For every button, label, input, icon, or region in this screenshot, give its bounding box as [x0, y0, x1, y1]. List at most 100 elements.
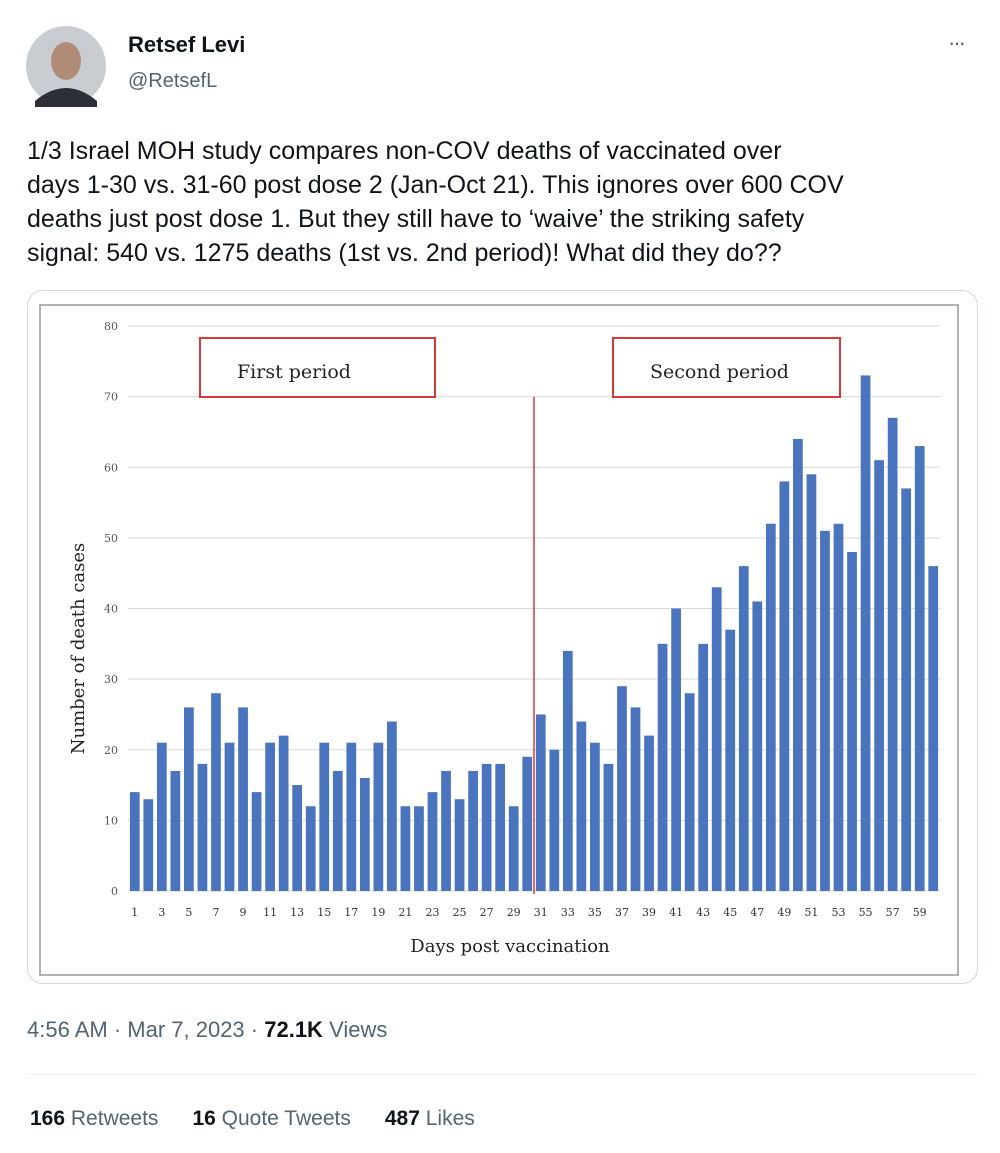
- x-tick-label: 7: [212, 906, 219, 919]
- x-tick-label: 1: [131, 906, 138, 919]
- y-tick-label: 10: [104, 814, 118, 827]
- bar: [765, 523, 776, 891]
- x-tick-label: 57: [886, 906, 900, 919]
- y-tick-label: 60: [104, 461, 118, 474]
- x-axis-label: Days post vaccination: [410, 936, 610, 957]
- bar: [468, 770, 478, 891]
- bar: [671, 608, 681, 891]
- y-tick-label: 50: [104, 532, 118, 545]
- timestamp[interactable]: 4:56 AM · Mar 7, 2023 ·: [27, 1017, 259, 1042]
- text-line: days 1-30 vs. 31-60 post dose 2 (Jan-Oct…: [27, 171, 844, 199]
- bar: [711, 587, 722, 891]
- bar: [657, 643, 668, 891]
- media-card[interactable]: [27, 290, 978, 984]
- bar: [332, 770, 343, 891]
- bar: [928, 566, 939, 891]
- text-line: 1/3 Israel MOH study compares non-COV de…: [27, 137, 782, 165]
- stat[interactable]: 487 Likes: [385, 1107, 475, 1131]
- bar: [630, 707, 641, 891]
- x-tick-label: 47: [750, 906, 764, 919]
- author-handle[interactable]: @RetsefL: [128, 70, 218, 92]
- bar: [278, 735, 289, 891]
- stat[interactable]: 166 Retweets: [30, 1107, 158, 1131]
- bar: [197, 763, 208, 891]
- x-tick-label: 49: [777, 906, 791, 919]
- bar: [603, 763, 614, 891]
- bar: [698, 643, 709, 891]
- stat-label: Retweets: [70, 1107, 159, 1130]
- bar: [481, 763, 492, 891]
- x-tick-label: 9: [240, 906, 247, 919]
- stat-label: Likes: [425, 1107, 475, 1130]
- bar: [143, 799, 154, 891]
- bar: [508, 806, 519, 891]
- author-name[interactable]: Retsef Levi: [128, 32, 246, 57]
- bar: [319, 742, 330, 891]
- bar: [644, 735, 654, 891]
- x-tick-label: 27: [480, 906, 494, 919]
- views-label: Views: [329, 1017, 388, 1042]
- bar: [874, 460, 884, 891]
- bar: [373, 742, 384, 891]
- x-tick-label: 23: [426, 906, 440, 919]
- x-tick-label: 3: [158, 906, 165, 919]
- bar: [833, 523, 844, 891]
- x-tick-label: 45: [723, 906, 737, 919]
- x-tick-label: 5: [185, 906, 192, 919]
- stat[interactable]: 16 Quote Tweets: [192, 1107, 350, 1131]
- bar: [265, 742, 275, 891]
- bar: [305, 806, 316, 891]
- bar: [738, 566, 749, 891]
- x-tick-label: 39: [642, 906, 656, 919]
- bar: [793, 439, 803, 891]
- annotation: Second period: [650, 361, 789, 383]
- bar: [752, 601, 763, 891]
- x-tick-label: 17: [344, 906, 358, 919]
- bar: [779, 481, 790, 891]
- bar: [224, 742, 235, 891]
- bar: [292, 785, 303, 891]
- annotation: First period: [237, 361, 351, 383]
- avatar[interactable]: [25, 25, 107, 107]
- text-line: signal: 540 vs. 1275 deaths (1st vs. 2nd…: [27, 239, 782, 267]
- separator: [27, 1074, 977, 1075]
- bar: [454, 799, 465, 891]
- tweet-text: 1/3 Israel MOH study compares non-COV de…: [27, 134, 844, 270]
- bar: [238, 707, 248, 891]
- bar: [887, 417, 898, 891]
- bar: [590, 742, 600, 891]
- bar: [251, 792, 262, 891]
- bar: [359, 778, 370, 891]
- y-tick-label: 0: [111, 885, 118, 898]
- bar: [427, 792, 438, 891]
- x-tick-label: 37: [615, 906, 629, 919]
- bar: [170, 770, 181, 891]
- stat-label: Quote Tweets: [221, 1107, 351, 1130]
- x-tick-label: 59: [913, 906, 927, 919]
- more-menu[interactable]: ···: [948, 30, 966, 55]
- bar: [820, 530, 830, 891]
- stats-row: 166 Retweets 16 Quote Tweets 487 Likes: [30, 1107, 475, 1131]
- bar: [860, 375, 871, 891]
- x-tick-label: 53: [832, 906, 846, 919]
- annotation-box: [199, 337, 436, 398]
- x-tick-label: 33: [561, 906, 575, 919]
- bar: [549, 749, 560, 891]
- bar: [346, 742, 357, 891]
- bar: [129, 792, 140, 891]
- bar: [617, 686, 627, 891]
- bar: [684, 693, 695, 891]
- x-tick-label: 51: [804, 906, 818, 919]
- bar: [914, 446, 925, 891]
- y-tick-label: 40: [104, 603, 118, 616]
- views-count: 72.1K: [264, 1017, 323, 1042]
- bar: [847, 552, 857, 891]
- bar: [414, 806, 424, 891]
- x-tick-label: 13: [290, 906, 304, 919]
- bar: [441, 770, 451, 891]
- bar: [184, 707, 194, 891]
- bar: [211, 693, 221, 891]
- bar: [576, 721, 587, 891]
- y-tick-label: 70: [104, 391, 118, 404]
